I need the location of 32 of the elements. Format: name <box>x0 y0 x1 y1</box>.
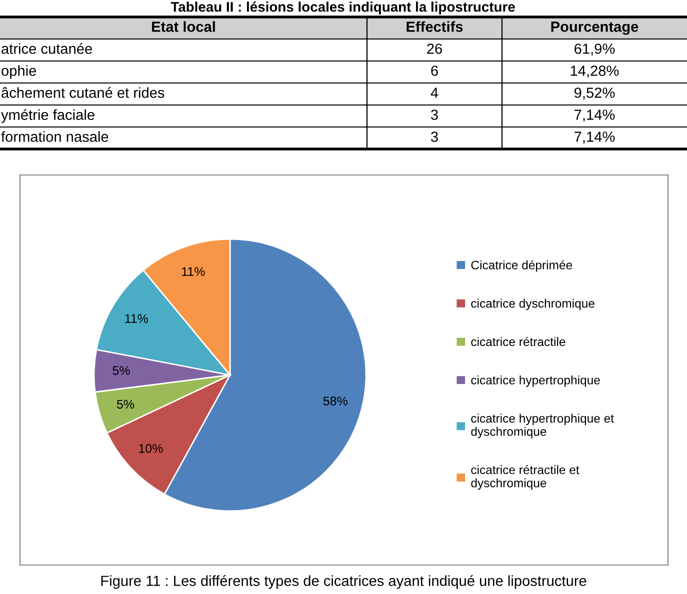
caption: Figure 11 : Les différents types de cicatrices ayant indiqué une lipostructure <box>101 575 586 589</box>
category-label: âchement cutané et rides <box>2 87 164 98</box>
data-label: 3 <box>431 132 438 142</box>
data-label: 11% <box>125 314 148 323</box>
legend-label: cicatrice rétractile <box>471 336 566 346</box>
legend-label: cicatrice dyschromique <box>471 298 594 310</box>
data-label: 26 <box>427 44 442 54</box>
category-label: atrice cutanée <box>2 43 92 54</box>
data-label: 14,28% <box>570 66 619 78</box>
data-label: 61,9% <box>574 44 615 56</box>
data-label: 11% <box>182 267 205 276</box>
data-label: 3 <box>431 110 438 120</box>
data-label: 6 <box>431 66 438 76</box>
data-label: 4 <box>430 88 438 98</box>
text: Pourcentage <box>551 22 638 35</box>
data-label: 5% <box>116 400 134 409</box>
data-label: 9,52% <box>574 88 615 100</box>
category-label: ymétrie faciale <box>1 109 94 123</box>
data-label: 7,14% <box>574 110 615 122</box>
text: Etat local <box>152 21 215 32</box>
text: Tableau II : lésions locales indiquant la lipostructure <box>170 1 515 15</box>
category-label: ophie <box>2 65 36 79</box>
data-label: 7,14% <box>574 132 615 144</box>
legend-label: cicatrice rétractile et dyschromique <box>471 465 580 490</box>
text: Effectifs <box>406 21 463 32</box>
data-label: 10% <box>139 444 163 453</box>
data-label: 5% <box>112 366 130 375</box>
legend-label: Cicatrice déprimée <box>471 260 572 272</box>
legend-label: cicatrice hypertrophique et dyschromique <box>471 414 614 438</box>
data-label: 58% <box>323 396 348 406</box>
category-label: formation nasale <box>1 131 108 142</box>
legend-label: cicatrice hypertrophique <box>471 375 600 387</box>
